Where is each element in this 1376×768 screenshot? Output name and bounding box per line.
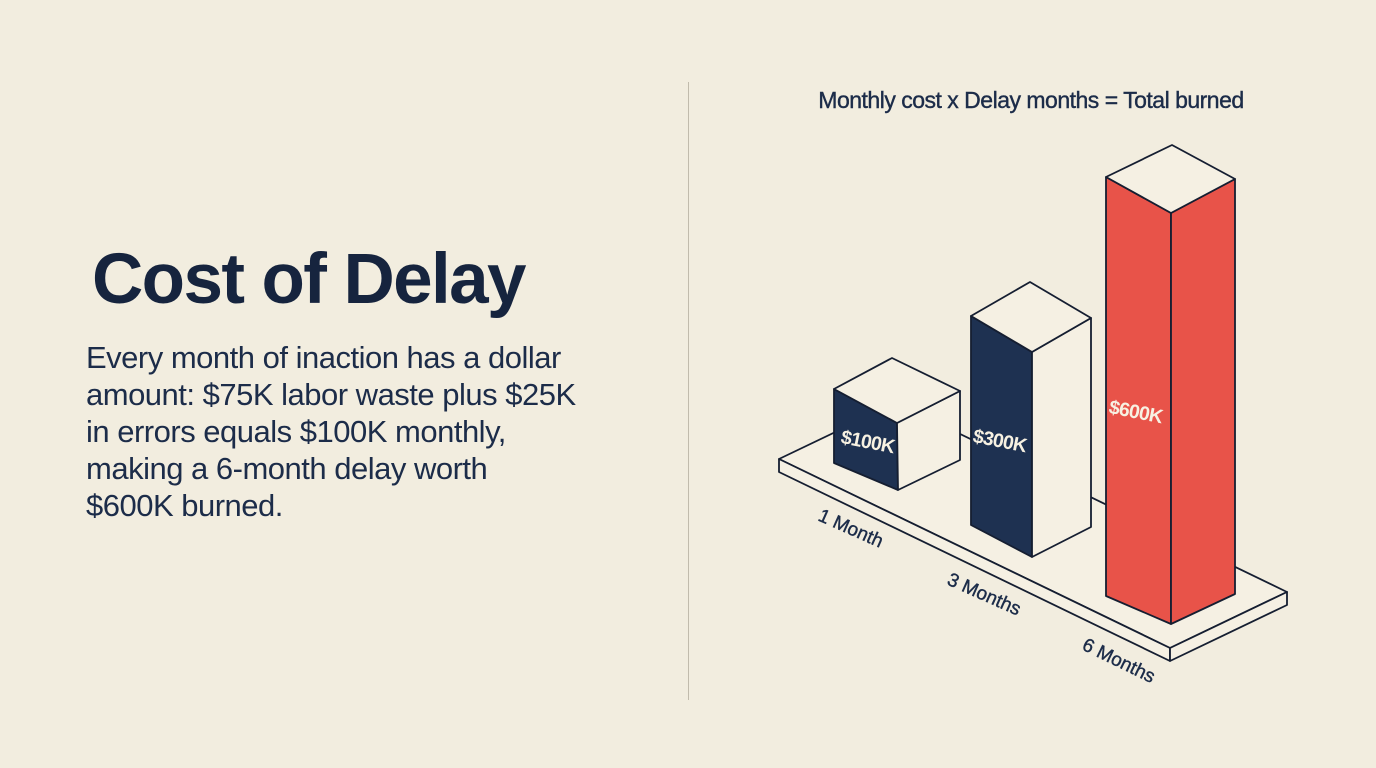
svg-text:Monthly cost x Delay months =: Monthly cost x Delay months = Total burn… xyxy=(818,87,1243,113)
